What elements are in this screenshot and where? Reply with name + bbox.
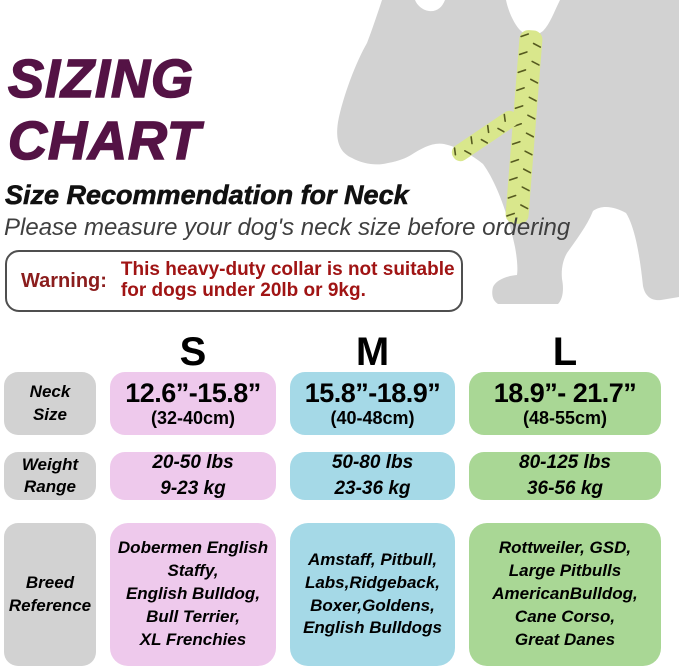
subtitle: Size Recommendation for Neck: [5, 180, 409, 211]
column-header-s: S: [179, 330, 207, 374]
neck-size-m-inches: 15.8”-18.9”: [304, 378, 441, 408]
row-label-breed-reference: Breed Reference: [4, 523, 96, 666]
neck-size-l-inches: 18.9”- 21.7”: [493, 378, 637, 408]
column-header-l: L: [552, 330, 578, 374]
breed-reference-s-cell: Dobermen English Staffy, English Bulldog…: [110, 523, 276, 666]
measuring-tape-icon: [451, 30, 543, 224]
weight-range-m-cell: 50-80 lbs 23-36 kg: [290, 452, 455, 500]
column-header-m: M: [355, 330, 390, 374]
neck-size-l-cm: (48-55cm): [522, 408, 608, 428]
weight-range-s-cell: 20-50 lbs 9-23 kg: [110, 452, 276, 500]
dog-body-shape: [337, 0, 679, 304]
warning-label: Warning:: [21, 269, 107, 292]
dog-silhouette-illustration: [337, 0, 679, 304]
size-table: S M L Neck Size 12.6”-15.8” (32-40cm) 15…: [4, 330, 661, 666]
page-title-line1: SIZING: [7, 48, 195, 110]
neck-size-s-cell: 12.6”-15.8” (32-40cm): [110, 372, 276, 435]
neck-size-l-cell: 18.9”- 21.7” (48-55cm): [469, 372, 661, 435]
warning-text: This heavy-duty collar is not suitable f…: [120, 259, 455, 301]
warning-box: Warning: This heavy-duty collar is not s…: [5, 250, 463, 312]
neck-size-s-cm: (32-40cm): [150, 408, 236, 428]
page-title-line2: CHART: [7, 110, 201, 172]
row-label-neck-size: Neck Size: [4, 372, 96, 435]
page-title: SIZING CHART: [7, 48, 338, 172]
breed-reference-m-cell: Amstaff, Pitbull, Labs,Ridgeback, Boxer,…: [290, 523, 455, 666]
weight-range-l-cell: 80-125 lbs 36-56 kg: [469, 452, 661, 500]
neck-size-s-inches: 12.6”-15.8”: [125, 378, 261, 408]
breed-reference-l-cell: Rottweiler, GSD, Large Pitbulls American…: [469, 523, 661, 666]
measure-note: Please measure your dog's neck size befo…: [4, 214, 571, 241]
row-label-weight-range: Weight Range: [4, 452, 96, 500]
neck-size-m-cm: (40-48cm): [330, 408, 415, 428]
neck-size-m-cell: 15.8”-18.9” (40-48cm): [290, 372, 455, 435]
